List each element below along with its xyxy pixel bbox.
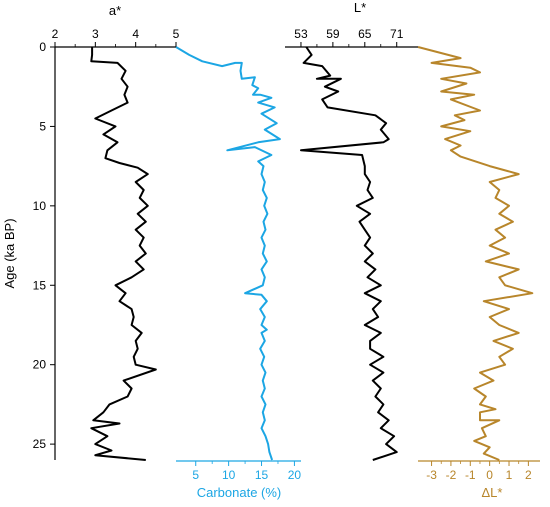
delta_l-tick-label: -1: [465, 468, 476, 482]
delta_l-series-line: [417, 46, 534, 461]
y-tick-label: 20: [33, 358, 47, 372]
a_star-tick-label: 4: [132, 27, 139, 41]
delta_l-axis-title: ΔL*: [482, 485, 503, 500]
a_star-tick-label: 5: [173, 27, 180, 41]
l_star-axis-title: L*: [354, 0, 366, 15]
carbonate-tick-label: 20: [288, 468, 302, 482]
a_star-tick-label: 2: [52, 27, 59, 41]
a_star-series-line: [90, 47, 157, 461]
l_star-series-line: [300, 46, 398, 461]
carbonate-tick-label: 5: [192, 468, 199, 482]
delta_l-tick-label: 1: [506, 468, 513, 482]
delta_l-tick-label: -3: [426, 468, 437, 482]
l_star-tick-label: 65: [358, 27, 372, 41]
l_star-tick-label: 59: [326, 27, 340, 41]
series-layer: [90, 46, 534, 461]
carbonate-tick-label: 10: [222, 468, 236, 482]
carbonate-series-line: [175, 46, 281, 461]
a_star-tick-label: 3: [92, 27, 99, 41]
delta_l-tick-label: 2: [525, 468, 532, 482]
delta_l-tick-label: 0: [486, 468, 493, 482]
y-tick-label: 25: [33, 437, 47, 451]
delta_l-tick-label: -2: [446, 468, 457, 482]
y-tick-label: 10: [33, 199, 47, 213]
y-tick-label: 15: [33, 278, 47, 292]
carbonate-axis-title: Carbonate (%): [197, 485, 282, 500]
carbonate-tick-label: 15: [255, 468, 269, 482]
l_star-tick-label: 53: [294, 27, 308, 41]
l_star-tick-label: 71: [390, 27, 404, 41]
y-tick-label: 0: [39, 40, 46, 54]
y-tick-label: 5: [39, 119, 46, 133]
a_star-axis-title: a*: [109, 3, 121, 18]
y-axis-label: Age (ka BP): [2, 218, 17, 288]
